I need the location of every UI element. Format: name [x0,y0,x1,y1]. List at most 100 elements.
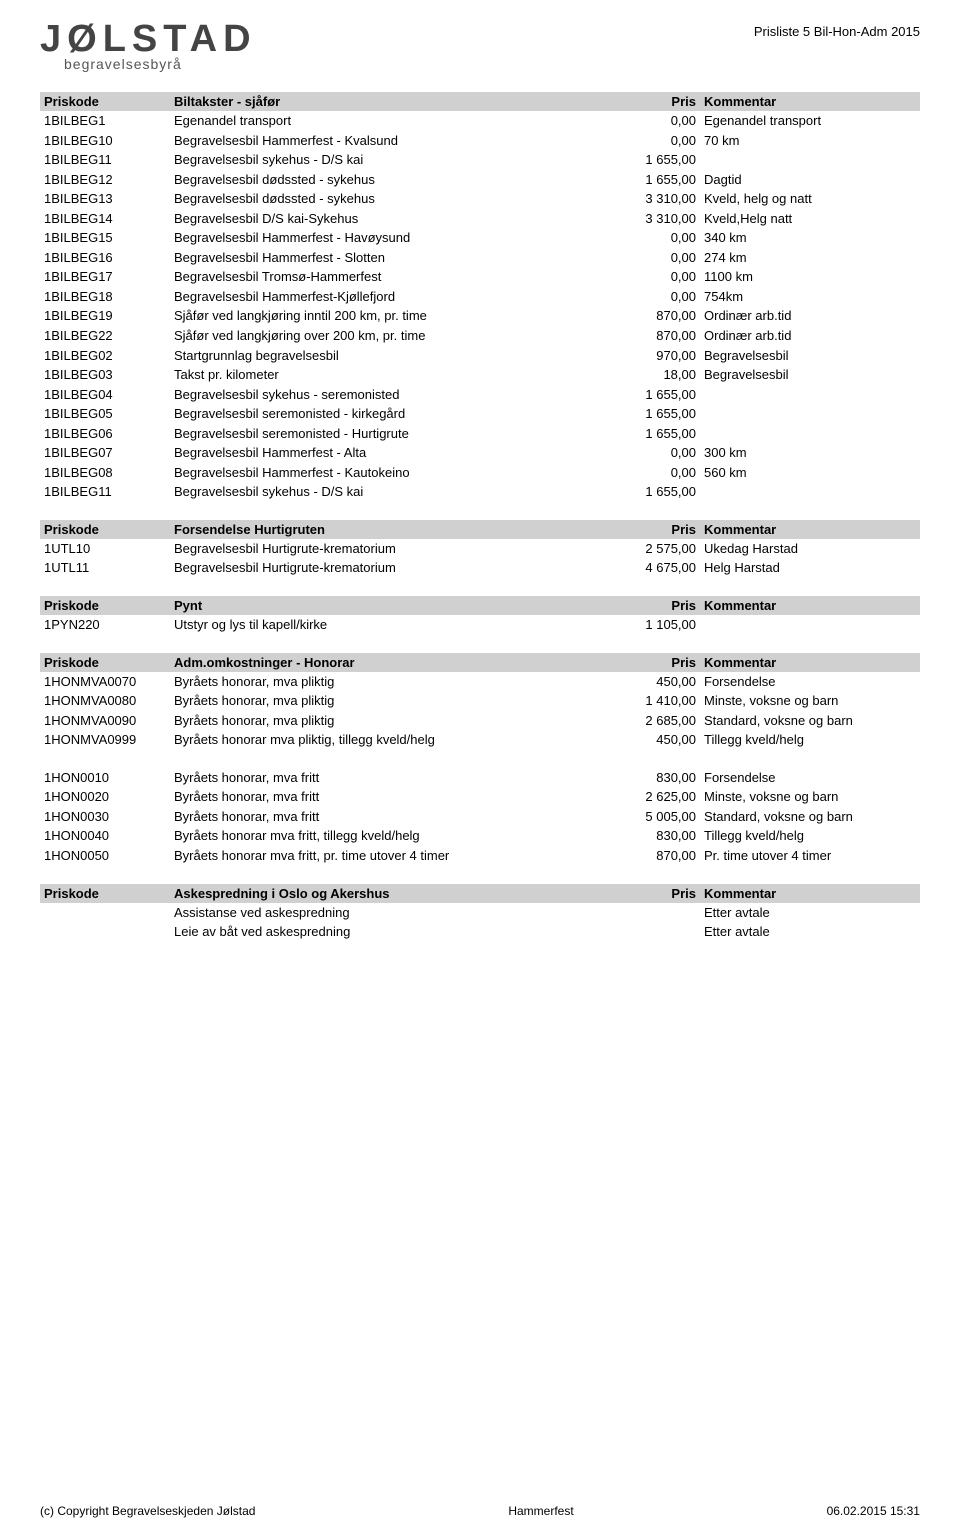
table-row: Leie av båt ved askespredning Etter avtal… [40,922,920,942]
cell-code [40,903,170,923]
cell-price: 1 655,00 [620,170,700,190]
cell-price: 0,00 [620,287,700,307]
table-row: 1BILBEG16Begravelsesbil Hammerfest - Slo… [40,248,920,268]
table-row: 1HONMVA0090Byråets honorar, mva pliktig2… [40,711,920,731]
cell-price: 0,00 [620,131,700,151]
cell-desc: Begravelsesbil Hammerfest - Kvalsund [170,131,620,151]
cell-price: 1 655,00 [620,424,700,444]
cell-price: 0,00 [620,443,700,463]
cell-code: 1BILBEG05 [40,404,170,424]
cell-code: 1HON0040 [40,826,170,846]
col-header-title: Pynt [170,596,620,615]
sections-container: PriskodeBiltakster - sjåførPrisKommentar… [40,92,920,942]
page-footer: (c) Copyright Begravelseskjeden Jølstad … [40,1504,920,1518]
table-row: 1BILBEG06Begravelsesbil seremonisted - H… [40,424,920,444]
cell-code: 1BILBEG10 [40,131,170,151]
cell-comment: 340 km [700,228,920,248]
table-row: 1HON0040Byråets honorar mva fritt, tille… [40,826,920,846]
table-row: 1BILBEG18Begravelsesbil Hammerfest-Kjøll… [40,287,920,307]
cell-desc: Begravelsesbil dødssted - sykehus [170,170,620,190]
cell-price: 5 005,00 [620,807,700,827]
price-section: PriskodeAskespredning i Oslo og Akershus… [40,884,920,942]
cell-desc: Begravelsesbil sykehus - D/S kai [170,482,620,502]
price-section: PriskodeBiltakster - sjåførPrisKommentar… [40,92,920,502]
cell-comment: Etter avtale [700,903,920,923]
cell-price: 3 310,00 [620,189,700,209]
cell-comment: 754km [700,287,920,307]
col-header-price: Pris [620,596,700,615]
cell-code: 1BILBEG03 [40,365,170,385]
cell-price: 2 685,00 [620,711,700,731]
cell-price: 1 655,00 [620,404,700,424]
cell-code: 1PYN220 [40,615,170,635]
col-header-code: Priskode [40,92,170,111]
table-row: 1BILBEG19Sjåfør ved langkjøring inntil 2… [40,306,920,326]
table-row: 1PYN220Utstyr og lys til kapell/kirke1 1… [40,615,920,635]
cell-desc: Leie av båt ved askespredning [170,922,620,942]
cell-comment: 70 km [700,131,920,151]
cell-desc: Byråets honorar, mva fritt [170,768,620,788]
cell-comment: Kveld, helg og natt [700,189,920,209]
cell-code: 1BILBEG13 [40,189,170,209]
footer-center: Hammerfest [508,1504,573,1518]
cell-price: 18,00 [620,365,700,385]
col-header-code: Priskode [40,520,170,539]
cell-desc: Byråets honorar, mva fritt [170,807,620,827]
price-table: PriskodeAskespredning i Oslo og Akershus… [40,884,920,942]
col-header-comment: Kommentar [700,653,920,672]
cell-desc: Begravelsesbil dødssted - sykehus [170,189,620,209]
cell-price: 0,00 [620,111,700,131]
cell-comment: Dagtid [700,170,920,190]
cell-desc: Assistanse ved askespredning [170,903,620,923]
cell-comment [700,150,920,170]
cell-comment: 300 km [700,443,920,463]
cell-code: 1HONMVA0999 [40,730,170,750]
cell-desc: Begravelsesbil seremonisted - Hurtigrute [170,424,620,444]
cell-code: 1HON0050 [40,846,170,866]
footer-left: (c) Copyright Begravelseskjeden Jølstad [40,1504,255,1518]
cell-price: 0,00 [620,463,700,483]
cell-code: 1BILBEG14 [40,209,170,229]
table-row: 1BILBEG04Begravelsesbil sykehus - seremo… [40,385,920,405]
section-header-row: PriskodeAdm.omkostninger - HonorarPrisKo… [40,653,920,672]
col-header-title: Biltakster - sjåfør [170,92,620,111]
cell-comment: Etter avtale [700,922,920,942]
col-header-comment: Kommentar [700,92,920,111]
cell-comment: 274 km [700,248,920,268]
table-row: 1HONMVA0999Byråets honorar mva pliktig, … [40,730,920,750]
table-row: 1UTL10Begravelsesbil Hurtigrute-kremator… [40,539,920,559]
document-title: Prisliste 5 Bil-Hon-Adm 2015 [754,24,920,39]
cell-comment [700,404,920,424]
col-header-title: Askespredning i Oslo og Akershus [170,884,620,903]
price-section: PriskodePyntPrisKommentar1PYN220Utstyr o… [40,596,920,635]
cell-comment: 560 km [700,463,920,483]
cell-code: 1BILBEG1 [40,111,170,131]
page-header: JØLSTAD begravelsesbyrå Prisliste 5 Bil-… [40,20,920,72]
price-table: PriskodeForsendelse HurtigrutenPrisKomme… [40,520,920,578]
col-header-title: Adm.omkostninger - Honorar [170,653,620,672]
cell-desc: Sjåfør ved langkjøring over 200 km, pr. … [170,326,620,346]
cell-code [40,922,170,942]
price-table: PriskodeAdm.omkostninger - HonorarPrisKo… [40,653,920,750]
cell-desc: Begravelsesbil Hurtigrute-krematorium [170,539,620,559]
cell-price: 0,00 [620,228,700,248]
cell-price: 0,00 [620,267,700,287]
cell-code: 1BILBEG12 [40,170,170,190]
cell-price: 1 655,00 [620,150,700,170]
table-row: 1BILBEG02Startgrunnlag begravelsesbil970… [40,346,920,366]
table-row: 1BILBEG14Begravelsesbil D/S kai-Sykehus3… [40,209,920,229]
cell-price: 870,00 [620,846,700,866]
price-section: PriskodeAdm.omkostninger - HonorarPrisKo… [40,653,920,750]
cell-desc: Begravelsesbil Tromsø-Hammerfest [170,267,620,287]
cell-price: 1 655,00 [620,482,700,502]
table-row: 1BILBEG15Begravelsesbil Hammerfest - Hav… [40,228,920,248]
cell-price: 0,00 [620,248,700,268]
cell-code: 1BILBEG18 [40,287,170,307]
cell-comment: Kveld,Helg natt [700,209,920,229]
cell-code: 1BILBEG19 [40,306,170,326]
cell-price: 4 675,00 [620,558,700,578]
col-header-price: Pris [620,92,700,111]
cell-comment: Pr. time utover 4 timer [700,846,920,866]
cell-comment: Minste, voksne og barn [700,787,920,807]
cell-desc: Sjåfør ved langkjøring inntil 200 km, pr… [170,306,620,326]
